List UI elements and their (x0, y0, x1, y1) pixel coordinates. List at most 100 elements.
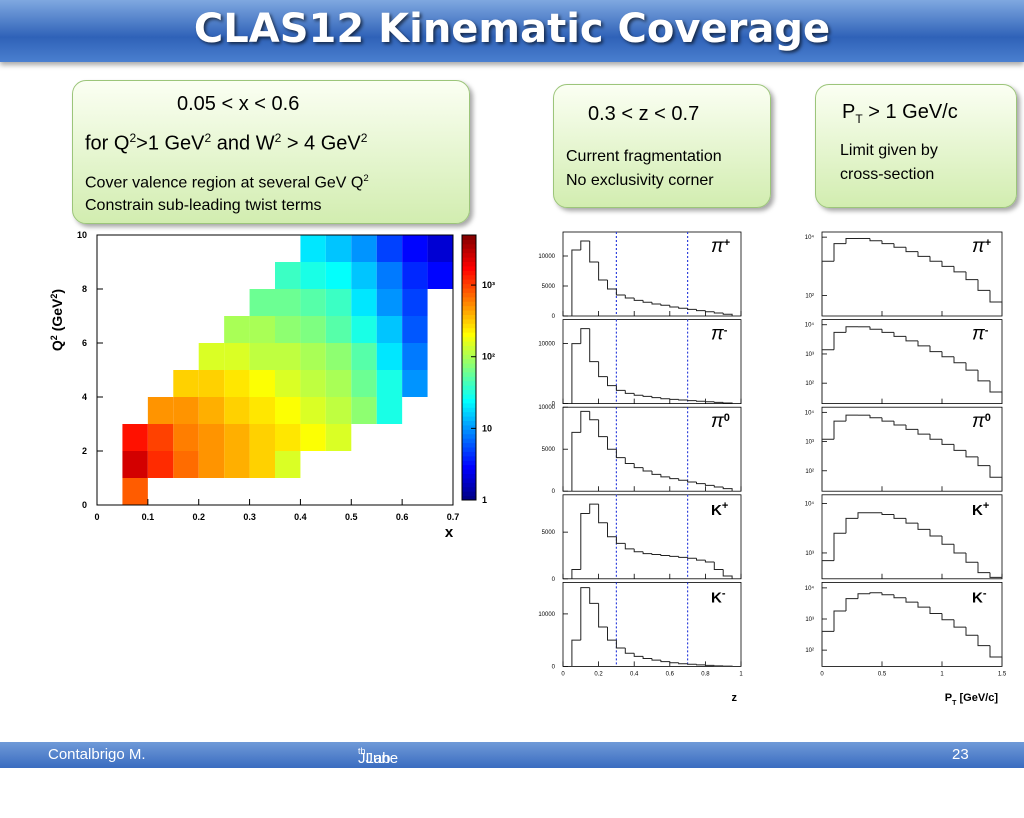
x-tick-label: 1 (739, 671, 743, 677)
histogram-bin (571, 639, 581, 667)
histogram-bin (965, 271, 978, 281)
y-tick-label: 2 (82, 446, 87, 456)
histogram-bin (965, 627, 978, 636)
histogram-bin (821, 349, 834, 404)
heat-cell (351, 289, 377, 316)
y-tick-label: 10³ (805, 617, 814, 623)
colorbar-step (462, 402, 476, 408)
y-tick-label: 10² (805, 381, 814, 387)
x-tick-label: 0.1 (142, 512, 155, 522)
histogram-bin (696, 309, 706, 312)
histogram-bin (977, 456, 990, 467)
text-part: June 2012, Newport News (365, 750, 422, 818)
formula-sup: 2 (129, 131, 137, 145)
y-tick-label: 10 (77, 230, 87, 240)
histogram-bin (893, 514, 906, 519)
histogram-bin (989, 572, 1003, 579)
heat-cell (224, 451, 250, 478)
colorbar-step (462, 358, 476, 364)
histogram-bin (917, 340, 930, 347)
histogram-bin (857, 512, 870, 519)
slide-title: CLAS12 Kinematic Coverage (193, 6, 831, 52)
formula-part: >1 GeV (136, 132, 205, 155)
heat-cell (173, 451, 199, 478)
y-tick-label: 0 (552, 664, 556, 670)
page: {"header": {"title": "CLAS12 Kinematic C… (0, 0, 1024, 768)
colorbar-step (462, 288, 476, 293)
colorbar-step (462, 455, 476, 461)
heat-cell (275, 262, 301, 289)
colorbar-step (462, 314, 476, 320)
histogram-bin (869, 326, 882, 330)
histogram-bin (660, 474, 670, 478)
histogram-bin (607, 522, 617, 538)
heat-cell (122, 478, 148, 505)
histogram-bin (905, 518, 918, 524)
histogram-bin (821, 630, 834, 667)
colorbar-step (462, 274, 476, 280)
colorbar-step (462, 460, 476, 466)
panel-frame (562, 494, 742, 580)
histogram-bin (571, 249, 581, 316)
histogram-bin (580, 512, 590, 570)
label-part: K (711, 589, 722, 606)
x-tick-label: 0.7 (447, 512, 460, 522)
y-tick-label: 10000 (538, 254, 555, 260)
colorbar-step (462, 248, 476, 254)
histogram-bin (941, 536, 954, 545)
heat-cell (249, 370, 275, 397)
label-part: π (972, 324, 986, 345)
colorbar-step (462, 376, 476, 382)
panel-frame (562, 582, 742, 667)
heat-cell (224, 316, 250, 343)
histogram-bin (651, 553, 661, 556)
histogram-bin (881, 329, 894, 333)
x-tick-label: 0.2 (192, 512, 205, 522)
panel-label: π0 (972, 411, 991, 432)
heat-cell (325, 424, 352, 451)
histogram-bin (580, 328, 590, 344)
histogram-bin (869, 592, 882, 594)
colorbar-step (462, 310, 476, 315)
histogram-bin (953, 544, 966, 554)
histogram-bin (929, 434, 942, 440)
heat-cell (300, 397, 326, 424)
colorbar-step (462, 252, 476, 258)
histogram-bin (833, 331, 846, 350)
histogram-bin (869, 415, 882, 419)
colorbar-step (462, 283, 476, 289)
colorbar-step (462, 323, 476, 329)
histogram-bin (833, 243, 846, 262)
x-tick-label: 0.2 (594, 671, 603, 677)
panel-frame (562, 406, 742, 492)
histogram-bin (660, 304, 670, 306)
histogram-bin (704, 401, 715, 403)
heat-cell (147, 451, 174, 478)
y-tick-label: 4 (82, 392, 87, 402)
panel-frame (821, 582, 1003, 667)
histogram-bin (821, 560, 834, 579)
histogram-bin (615, 449, 626, 459)
histogram-bin (607, 376, 617, 387)
colorbar-step (462, 318, 476, 324)
formula-sup: 2 (274, 131, 282, 145)
heat-cell (249, 289, 275, 316)
histogram-bin (696, 558, 706, 561)
heat-cell (122, 451, 148, 478)
panel-label: π- (972, 324, 989, 345)
histogram-bin (624, 543, 635, 550)
colorbar-step (462, 420, 476, 426)
y-tick-label: 10³ (805, 551, 814, 557)
panel-label: π- (711, 324, 728, 345)
heat-cell (300, 343, 326, 370)
histogram-bin (651, 658, 661, 661)
histogram-bin (833, 532, 846, 561)
heat-cell (376, 343, 403, 370)
heat-cell (402, 370, 428, 397)
histogram-bin (917, 523, 930, 530)
colorbar-step (462, 371, 476, 377)
header: CLAS12 Kinematic Coverage (0, 0, 1024, 62)
heat-cell (198, 370, 225, 397)
